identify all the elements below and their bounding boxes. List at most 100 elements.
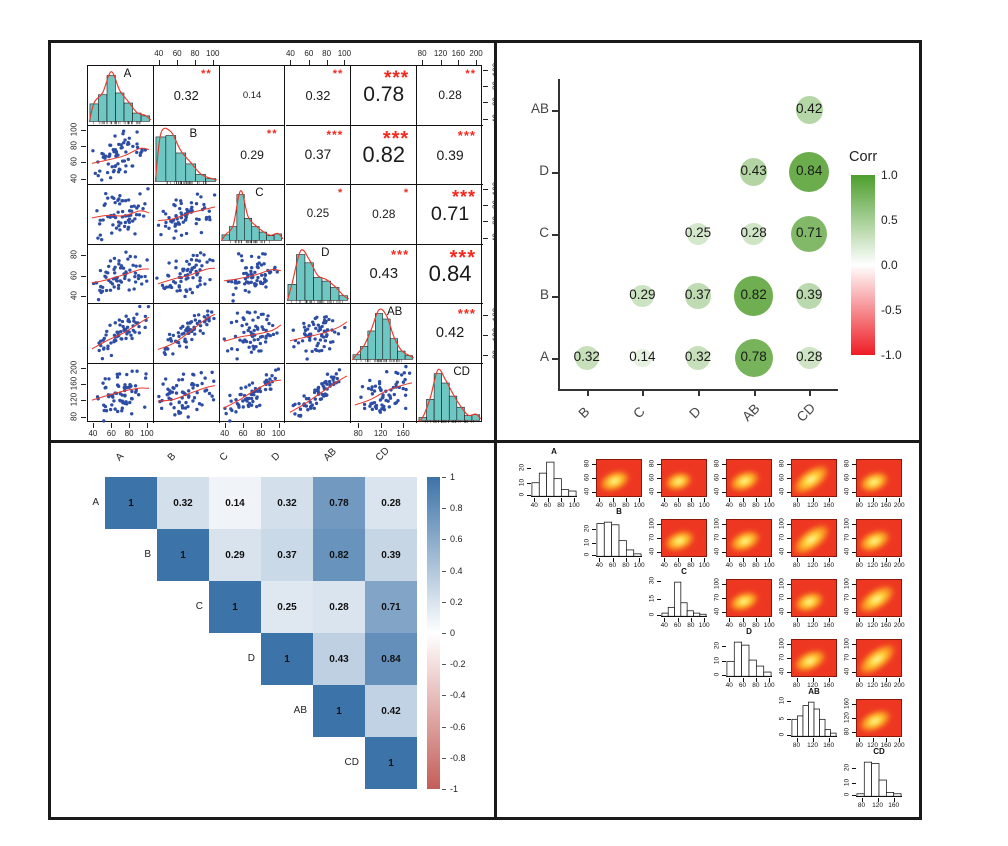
correlation-bubble	[734, 338, 773, 378]
axis-tick	[787, 583, 791, 585]
density-hotspot	[857, 524, 895, 556]
axis-tick-label: 160	[880, 622, 892, 629]
pairs-scatter-cell	[88, 244, 154, 304]
pairs-correlation-cell: 0.28 *	[351, 185, 418, 245]
legend-title: Corr	[849, 149, 878, 165]
axis-tick-label: 200	[893, 562, 905, 569]
vertical-divider	[494, 43, 497, 817]
axis-tick-label: 60	[106, 429, 116, 438]
axis-tick	[899, 498, 901, 502]
axis-tick-label: 80	[792, 742, 801, 749]
axis-tick-label: 60	[673, 502, 682, 509]
axis-tick	[729, 558, 731, 562]
colorbar-tick	[442, 757, 446, 759]
correlation-bubble	[789, 151, 830, 192]
axis-tick	[859, 498, 861, 502]
axis-tick	[476, 60, 478, 65]
density-heatmap	[791, 459, 837, 497]
axis-tick-label: 80	[557, 502, 565, 509]
pairs-correlation-cell: 0.78 ***	[351, 66, 418, 126]
axis-tick-label: 60	[738, 562, 747, 569]
x-axis-label: D	[686, 403, 704, 422]
axis-tick	[380, 423, 382, 428]
pairs-correlation-cell: 0.37 ***	[285, 125, 352, 185]
pairs-correlation-cell: 0.82 ***	[351, 125, 418, 185]
axis-tick-label: 60	[648, 473, 656, 482]
scatter-svg	[289, 315, 347, 361]
correlation-bubble	[687, 223, 709, 245]
axis-tick	[422, 60, 424, 65]
colorbar-tick-label: 0.6	[450, 534, 463, 545]
axis-tick-label: 40	[713, 487, 721, 496]
variable-label: B	[189, 127, 198, 140]
legend-tick-label: 0.5	[881, 213, 898, 227]
significance-stars: ***	[326, 127, 344, 142]
axis-tick-label: 80	[855, 622, 863, 629]
legend-tick-label: 1.0	[881, 168, 898, 182]
axis-tick	[177, 60, 179, 65]
colorbar-tick	[442, 601, 446, 603]
axis-tick-label: 40	[713, 547, 721, 556]
row-label: C	[195, 601, 203, 612]
axis-tick	[483, 355, 488, 357]
axis-tick	[852, 492, 856, 494]
scatter-svg	[222, 310, 281, 361]
axis-tick	[755, 618, 757, 622]
axis-tick-label: 80	[752, 622, 760, 629]
pairs-scatter-cell	[153, 185, 220, 245]
density-heatmap	[726, 519, 772, 557]
pairs-correlation-cell: 0.71 ***	[417, 185, 483, 245]
axis-tick-label: 80	[687, 502, 695, 509]
axis-tick	[483, 205, 488, 207]
axis-tick	[787, 658, 791, 659]
axis-tick	[893, 798, 895, 802]
axis-tick	[642, 390, 645, 396]
x-axis-label: CD	[793, 400, 819, 425]
correlation-value: 0.78	[363, 83, 405, 107]
axis-tick-label: 80	[622, 562, 630, 569]
axis-tick-label: 30	[648, 576, 656, 584]
bubble-value: 0.82	[740, 287, 767, 302]
axis-tick	[552, 234, 558, 236]
heatmap-cell: 0.37	[261, 529, 313, 581]
axis-tick-label: 160	[396, 429, 410, 438]
density-hotspot	[662, 468, 696, 495]
axis-tick	[872, 678, 874, 682]
axis-tick-label: 80	[855, 742, 863, 749]
pairs-scatter-cell	[88, 304, 154, 364]
pairs-correlation-cell: 0.39 ***	[417, 126, 483, 185]
density-heatmap	[856, 459, 902, 497]
axis-tick	[308, 60, 310, 65]
axis-tick	[769, 678, 771, 682]
axis-tick-label: 60	[673, 562, 682, 569]
axis-tick-label: 10	[843, 778, 851, 786]
correlation-value: 0.84	[428, 260, 472, 286]
axis-tick	[552, 172, 558, 174]
axis-tick-label: 60	[738, 682, 747, 689]
axis-tick-label: 0	[713, 672, 721, 677]
histogram-title: AB	[808, 687, 820, 696]
axis-tick-label: 80	[648, 459, 656, 468]
axis-tick	[787, 478, 791, 479]
axis-tick	[657, 492, 661, 494]
axis-tick	[677, 498, 679, 502]
axis-tick-label: 100	[763, 622, 775, 629]
axis-tick	[560, 498, 562, 502]
axis-tick-label: 80	[792, 562, 801, 569]
axis-tick	[852, 478, 856, 479]
axis-tick	[81, 178, 86, 180]
diagonal-histogram	[596, 519, 642, 557]
scatter-svg	[91, 304, 151, 361]
diagonal-histogram	[661, 579, 707, 617]
axis-tick	[899, 618, 901, 622]
colorbar-tick-label: 0.8	[450, 503, 463, 514]
axis-tick-label: 70	[713, 533, 721, 542]
scatter-svg	[91, 250, 149, 301]
axis-tick	[852, 598, 856, 599]
density-hotspot	[792, 520, 836, 556]
axis-tick	[722, 463, 726, 465]
axis-tick	[885, 678, 887, 682]
density-hotspot	[792, 644, 831, 676]
axis-tick-label: 5	[778, 716, 786, 721]
